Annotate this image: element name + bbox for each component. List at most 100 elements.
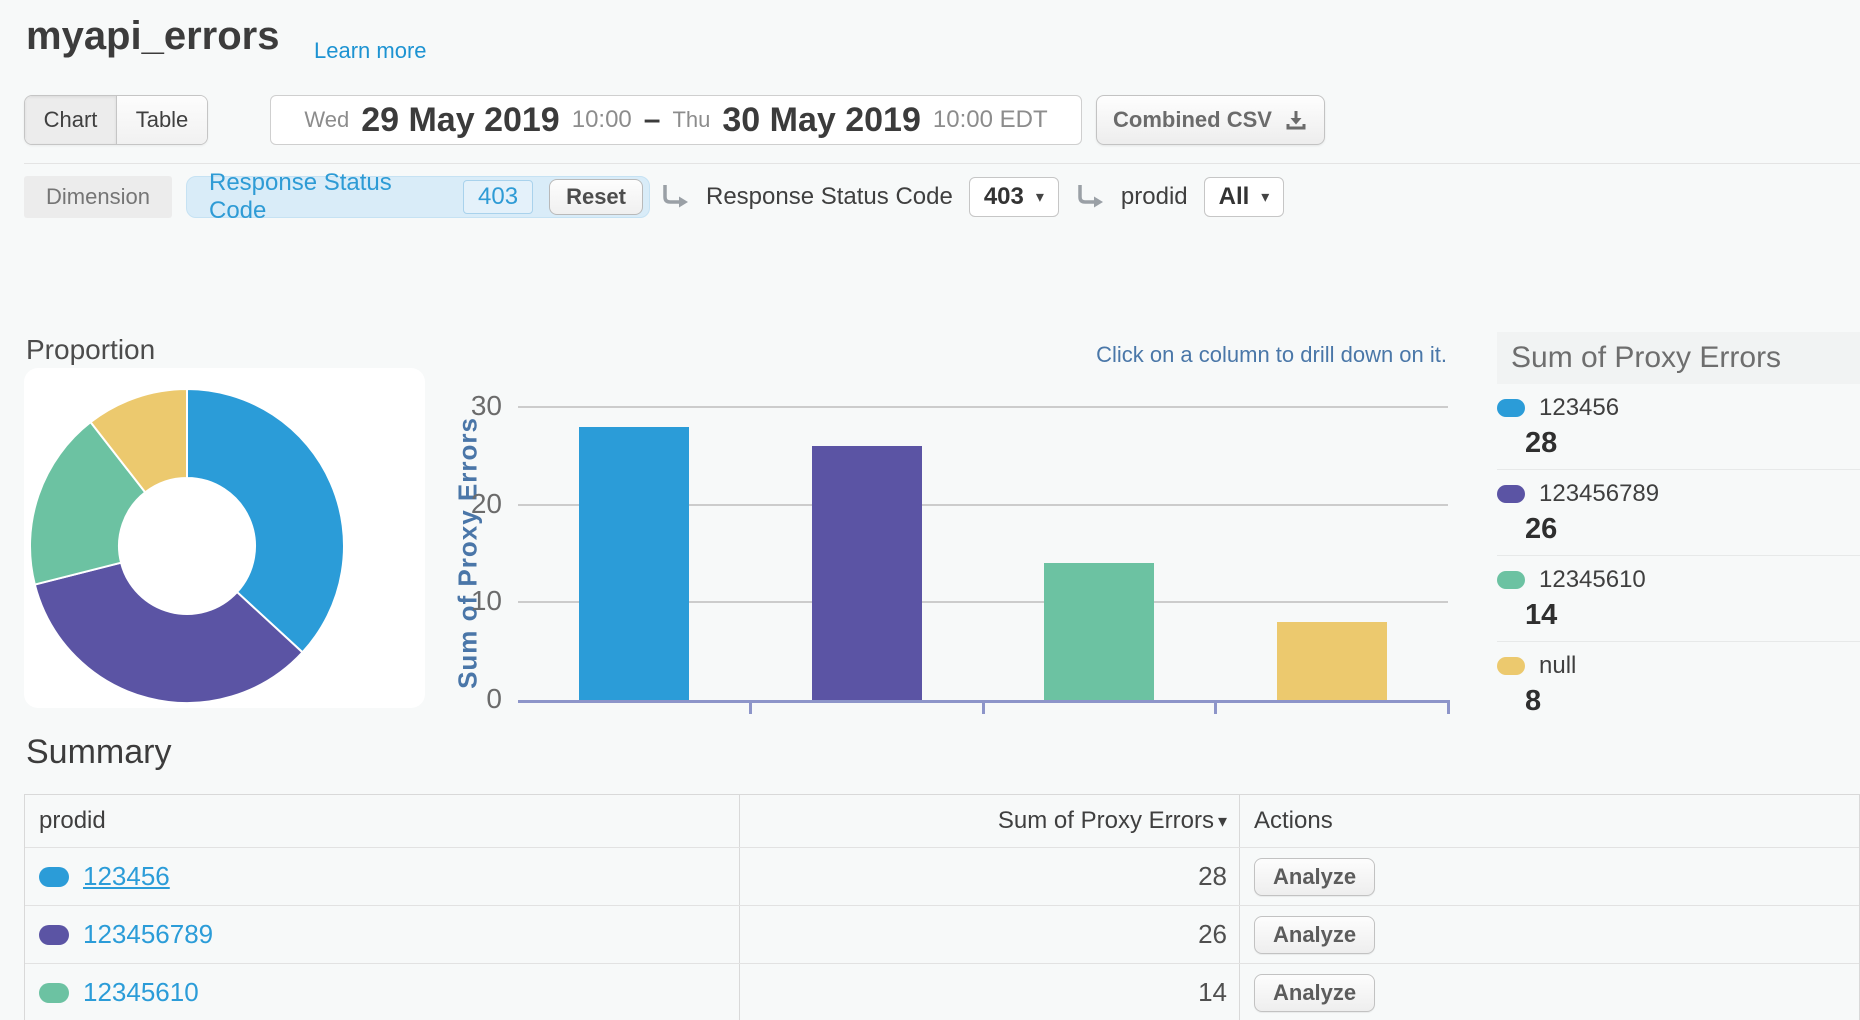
row-swatch-123456789 bbox=[39, 925, 69, 945]
proportion-title: Proportion bbox=[26, 334, 155, 366]
y-tick-label-20: 20 bbox=[426, 488, 502, 520]
prodid-cell: 123456789 bbox=[25, 906, 739, 963]
date-part-sep: – bbox=[644, 103, 661, 137]
legend-item-head: null bbox=[1497, 652, 1860, 680]
view-toggle-chart[interactable]: Chart bbox=[25, 96, 116, 144]
csv-button-label: Combined CSV bbox=[1113, 107, 1272, 133]
prodid-link-12345610[interactable]: 12345610 bbox=[83, 977, 199, 1008]
drilldown-label-0: Response Status Code bbox=[706, 183, 953, 211]
y-tick-label-10: 10 bbox=[426, 585, 502, 617]
y-axis-title: Sum of Proxy Errors bbox=[453, 417, 484, 689]
table-header-prodid: prodid bbox=[25, 795, 739, 847]
proportion-donut bbox=[24, 368, 425, 708]
elbow-arrow-icon bbox=[1075, 183, 1105, 211]
row-swatch-123456 bbox=[39, 867, 69, 887]
y-tick-label-30: 30 bbox=[426, 390, 502, 422]
bar-123456[interactable] bbox=[579, 427, 689, 700]
legend-value: 28 bbox=[1525, 427, 1860, 460]
legend-value: 8 bbox=[1525, 685, 1860, 718]
legend-item-123456789: 123456789 26 bbox=[1497, 470, 1860, 556]
dashboard: myapi_errors Learn more ChartTable Wed29… bbox=[0, 0, 1860, 1020]
dimension-label: Dimension bbox=[24, 176, 172, 218]
table-header-actions: Actions bbox=[1239, 795, 1860, 847]
legend-swatch-123456 bbox=[1497, 399, 1525, 417]
prodid-cell: 12345610 bbox=[25, 964, 739, 1020]
prodid-link-123456789[interactable]: 123456789 bbox=[83, 919, 213, 950]
value-cell: 26 bbox=[739, 906, 1239, 963]
legend-title: Sum of Proxy Errors bbox=[1497, 332, 1860, 384]
legend-item-head: 123456 bbox=[1497, 394, 1860, 422]
view-toggle: ChartTable bbox=[24, 95, 208, 145]
y-tick-label-0: 0 bbox=[426, 683, 502, 715]
date-part-time: 10:00 EDT bbox=[933, 106, 1048, 134]
column-label: prodid bbox=[39, 807, 106, 835]
legend-item-head: 12345610 bbox=[1497, 566, 1860, 594]
actions-cell: Analyze bbox=[1239, 964, 1860, 1020]
x-axis-tick-3 bbox=[1447, 700, 1450, 714]
legend-item-head: 123456789 bbox=[1497, 480, 1860, 508]
drilldown-select-0[interactable]: 403 ▾ bbox=[969, 177, 1059, 217]
column-label: Actions bbox=[1254, 807, 1333, 835]
bar-12345610[interactable] bbox=[1044, 563, 1154, 700]
page-title: myapi_errors bbox=[26, 14, 279, 59]
elbow-arrow-icon bbox=[660, 183, 690, 211]
legend-name: 12345610 bbox=[1539, 566, 1646, 594]
proportion-panel bbox=[24, 368, 425, 708]
combined-csv-button[interactable]: Combined CSV bbox=[1096, 95, 1325, 145]
table-row: 123456789 26 Analyze bbox=[25, 905, 1859, 963]
analyze-button-123456789[interactable]: Analyze bbox=[1254, 916, 1375, 954]
table-header-sum-of-proxy-errors[interactable]: Sum of Proxy Errors▾ bbox=[739, 795, 1239, 847]
legend-value: 14 bbox=[1525, 599, 1860, 632]
bar-123456789[interactable] bbox=[812, 446, 922, 700]
date-part-day: Thu bbox=[672, 107, 710, 133]
legend-item-123456: 123456 28 bbox=[1497, 384, 1860, 470]
table-row: 12345610 14 Analyze bbox=[25, 963, 1859, 1020]
date-range[interactable]: Wed29 May 201910:00–Thu30 May 201910:00 … bbox=[270, 95, 1082, 145]
legend-items: 123456 28 123456789 26 12345610 14 null 8 bbox=[1497, 384, 1860, 727]
prodid-link-123456[interactable]: 123456 bbox=[83, 861, 170, 892]
analyze-button-12345610[interactable]: Analyze bbox=[1254, 974, 1375, 1012]
active-filter-pill[interactable]: Response Status Code 403 Reset bbox=[186, 176, 650, 218]
row-value: 14 bbox=[1198, 977, 1227, 1008]
summary-table: prodid Sum of Proxy Errors▾ Actions 123456 2… bbox=[24, 794, 1860, 1020]
legend-panel: Sum of Proxy Errors 12345628123456789261… bbox=[1497, 332, 1860, 727]
row-value: 28 bbox=[1198, 861, 1227, 892]
row-value: 26 bbox=[1198, 919, 1227, 950]
legend-item-null: null 8 bbox=[1497, 642, 1860, 727]
bar-null[interactable] bbox=[1277, 622, 1387, 700]
legend-name: 123456789 bbox=[1539, 480, 1659, 508]
analyze-button-123456[interactable]: Analyze bbox=[1254, 858, 1375, 896]
row-swatch-12345610 bbox=[39, 983, 69, 1003]
gridline-30 bbox=[518, 406, 1448, 408]
legend-value: 26 bbox=[1525, 513, 1860, 546]
table-header-row: prodid Sum of Proxy Errors▾ Actions bbox=[25, 795, 1859, 847]
header-divider bbox=[24, 163, 1860, 164]
legend-item-12345610: 12345610 14 bbox=[1497, 556, 1860, 642]
download-icon bbox=[1284, 108, 1308, 132]
legend-swatch-null bbox=[1497, 657, 1525, 675]
caret-down-icon: ▾ bbox=[1261, 187, 1269, 207]
drilldown-value-1: All bbox=[1219, 183, 1250, 211]
legend-swatch-123456789 bbox=[1497, 485, 1525, 503]
actions-cell: Analyze bbox=[1239, 848, 1860, 905]
filter-pill-value: 403 bbox=[463, 180, 533, 214]
drilldown-bar: Response Status Code 403 ▾ prodid All ▾ bbox=[660, 176, 1284, 218]
summary-title: Summary bbox=[26, 733, 171, 772]
date-part-time: 10:00 bbox=[572, 106, 632, 134]
actions-cell: Analyze bbox=[1239, 906, 1860, 963]
value-cell: 14 bbox=[739, 964, 1239, 1020]
drilldown-hint: Click on a column to drill down on it. bbox=[1096, 342, 1447, 368]
reset-button[interactable]: Reset bbox=[549, 179, 643, 215]
drilldown-select-1[interactable]: All ▾ bbox=[1204, 177, 1285, 217]
legend-swatch-12345610 bbox=[1497, 571, 1525, 589]
view-toggle-table[interactable]: Table bbox=[116, 96, 207, 144]
date-part-date: 30 May 2019 bbox=[722, 101, 921, 140]
drilldown-label-1: prodid bbox=[1121, 183, 1188, 211]
value-cell: 28 bbox=[739, 848, 1239, 905]
caret-down-icon: ▾ bbox=[1036, 187, 1044, 207]
learn-more-link[interactable]: Learn more bbox=[314, 38, 427, 64]
drilldown-value-0: 403 bbox=[984, 183, 1024, 211]
date-part-day: Wed bbox=[304, 107, 349, 133]
prodid-cell: 123456 bbox=[25, 848, 739, 905]
bar-plot: 0102030 bbox=[518, 395, 1448, 703]
